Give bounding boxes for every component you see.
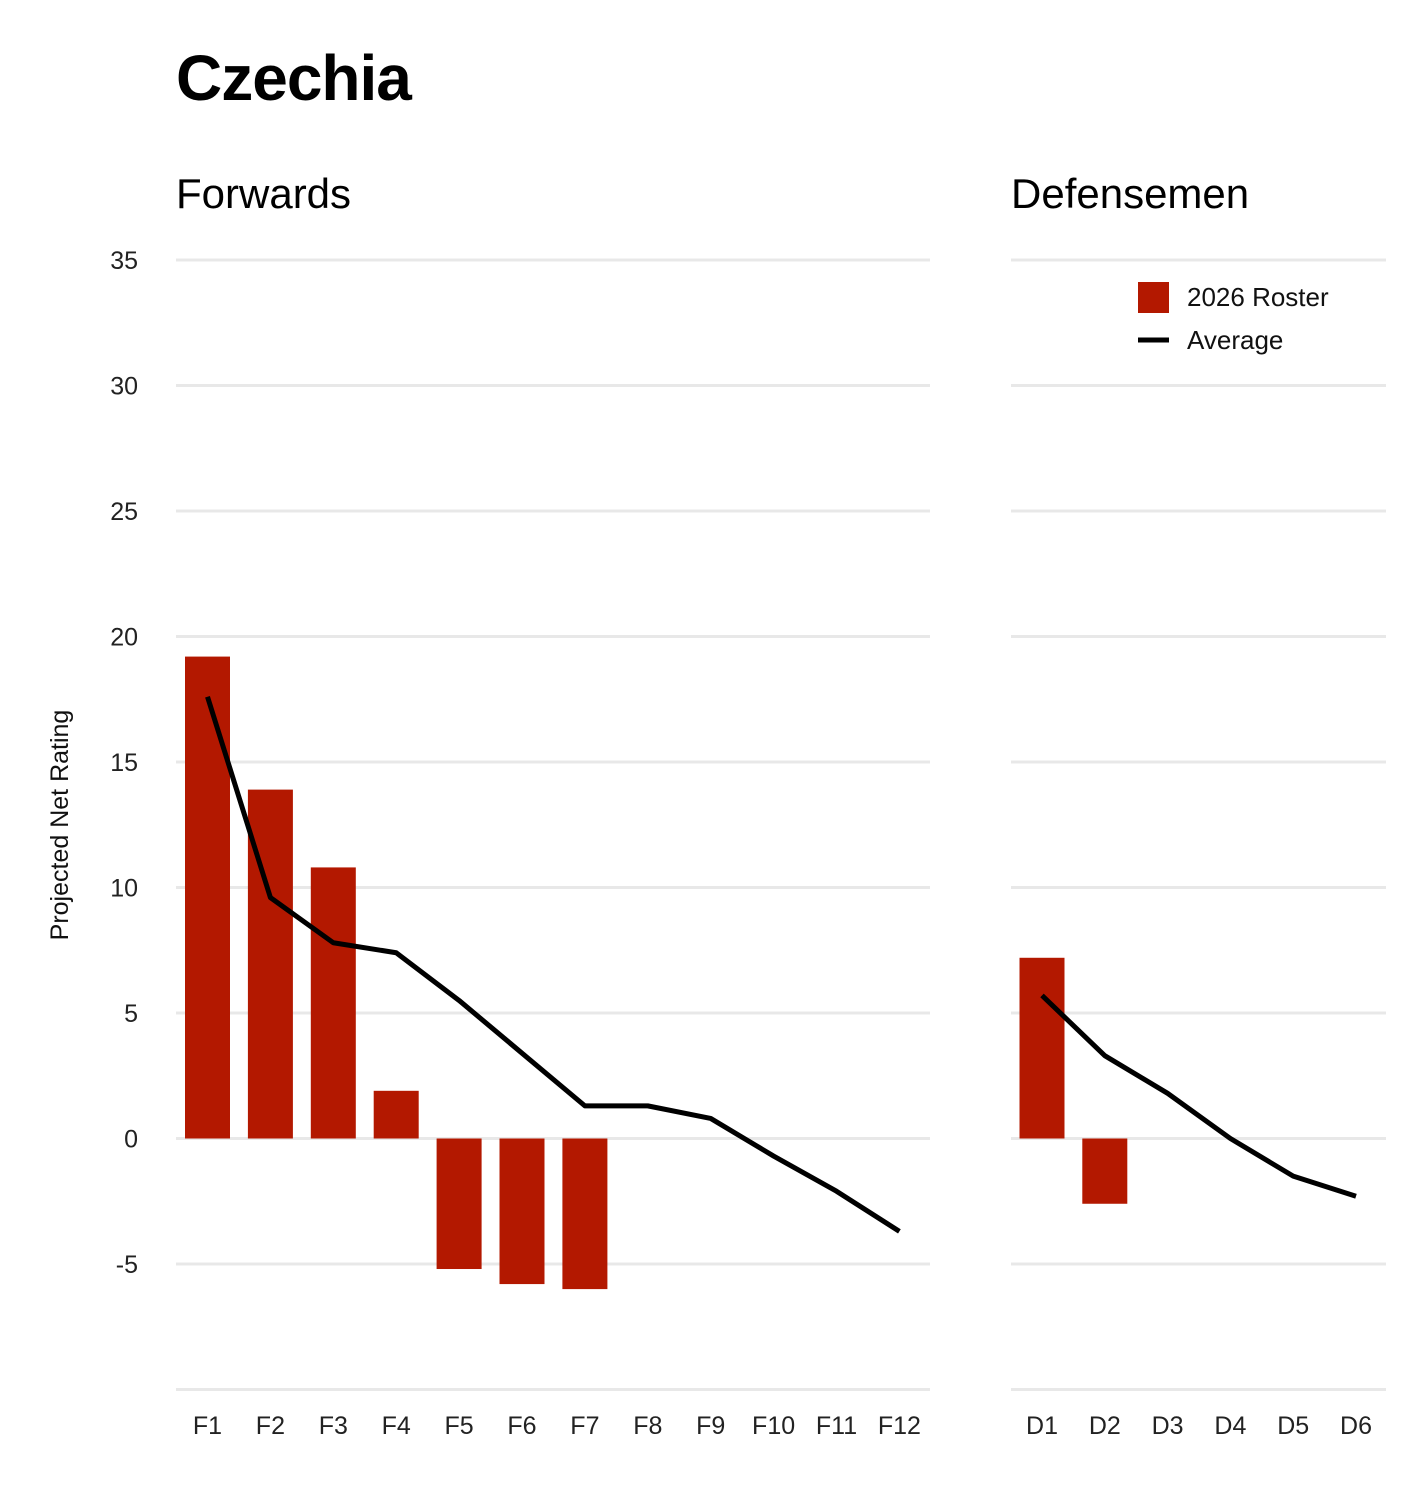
x-tick-label: F2 <box>256 1412 285 1440</box>
legend-label: Average <box>1187 325 1283 355</box>
roster-bar-d2 <box>1082 1138 1128 1204</box>
y-axis-ticks: 35 30 25 20 15 10 5 0 -5 <box>110 247 138 1279</box>
x-tick-label: F9 <box>696 1412 725 1440</box>
x-tick-label: F7 <box>570 1412 599 1440</box>
x-tick-label: D6 <box>1340 1412 1372 1440</box>
y-tick-label: -5 <box>116 1251 138 1279</box>
roster-bar-f4 <box>373 1090 419 1139</box>
roster-bar-f3 <box>310 867 356 1139</box>
x-tick-label: D3 <box>1152 1412 1184 1440</box>
x-tick-label: D5 <box>1277 1412 1309 1440</box>
x-tick-label: F3 <box>319 1412 348 1440</box>
roster-bar-f6 <box>499 1138 545 1285</box>
roster-bar-d1 <box>1019 957 1065 1139</box>
legend-label: 2026 Roster <box>1187 282 1329 312</box>
y-tick-label: 25 <box>110 498 138 526</box>
average-line-defensemen <box>1040 993 1357 1199</box>
panel-forwards: Forwards F1 F2 F3 F4 F5 F6 F7 F8 F9 F10 F11 F12 <box>176 170 921 1440</box>
y-tick-label: 0 <box>124 1126 138 1154</box>
panel-title: Defensemen <box>1011 170 1249 217</box>
y-tick-label: 30 <box>110 373 138 401</box>
x-tick-label: D4 <box>1214 1412 1246 1440</box>
x-tick-label: F8 <box>633 1412 662 1440</box>
legend-swatch-roster <box>1138 282 1169 313</box>
x-tick-label: F10 <box>752 1412 795 1440</box>
panel-defensemen: Defensemen D1 D2 D3 D4 D5 D6 <box>1011 170 1372 1440</box>
panel-title: Forwards <box>176 170 351 217</box>
y-tick-label: 15 <box>110 749 138 777</box>
x-tick-label: F5 <box>445 1412 474 1440</box>
x-tick-label: F4 <box>382 1412 411 1440</box>
x-tick-label: D1 <box>1026 1412 1058 1440</box>
legend: 2026 Roster Average <box>1138 282 1329 355</box>
chart-title: Czechia <box>176 42 412 114</box>
gridlines <box>176 258 1386 1391</box>
x-tick-label: F11 <box>816 1412 857 1440</box>
x-tick-label: F12 <box>878 1412 921 1440</box>
roster-bar-f7 <box>562 1138 608 1290</box>
roster-bar-f5 <box>436 1138 482 1270</box>
y-tick-label: 10 <box>110 875 138 903</box>
roster-bar-f1 <box>185 656 230 1139</box>
average-line-forwards <box>205 695 901 1234</box>
panels: Forwards F1 F2 F3 F4 F5 F6 F7 F8 F9 F10 F11 F12 Defen… <box>176 170 1372 1440</box>
y-tick-label: 20 <box>110 624 138 652</box>
x-tick-label: D2 <box>1089 1412 1121 1440</box>
y-tick-label: 35 <box>110 247 138 275</box>
x-tick-label: F1 <box>193 1412 222 1440</box>
x-tick-label: F6 <box>507 1412 536 1440</box>
y-axis-label: Projected Net Rating <box>46 710 74 941</box>
y-tick-label: 5 <box>124 1000 138 1028</box>
